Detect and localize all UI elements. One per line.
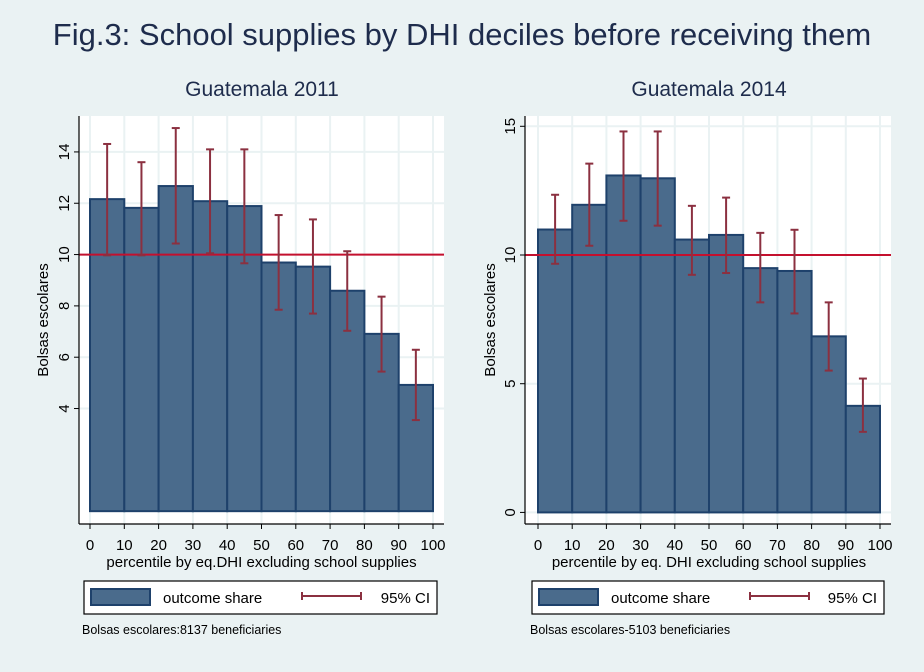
x-axis-label: percentile by eq. DHI excluding school s… [552,554,866,571]
y-tick-label: 8 [56,302,73,310]
panel-guatemala-2011: Guatemala 2011 0 10 20 30 40 50 60 70 80 90 100 4 6 8… [35,78,446,637]
bar [571,203,608,514]
ci-errorbar [687,204,696,276]
x-tick-label: 30 [632,537,649,554]
ci-errorbar [343,250,352,332]
x-tick-label: 50 [253,537,270,554]
y-tick-label: 0 [502,508,519,516]
ci-errorbar [756,231,765,304]
legend-ci-glyph [301,592,362,600]
bar [639,177,676,514]
legend-label-ci: 95% CI [381,590,430,607]
ci-errorbar [137,161,146,257]
ci-errorbar [377,295,386,373]
x-tick-label: 70 [322,537,339,554]
y-axis-label: Bolsas escolares [35,263,52,376]
ci-errorbar [619,130,628,222]
ci-errorbar [858,377,867,433]
x-tick-label: 80 [803,537,820,554]
y-axis-label: Bolsas escolares [482,263,499,376]
x-tick-label: 100 [867,537,892,554]
legend: outcome share 95% CI [83,580,438,615]
x-tick-label: 50 [701,537,718,554]
ci-errorbar [585,162,594,247]
bar [605,174,642,514]
note: Bolsas escolares-5103 beneficiaries [530,623,730,637]
ci-errorbar [551,193,560,265]
x-tick-label: 90 [390,537,407,554]
confidence-intervals [103,127,420,422]
y-tick-label: 14 [56,144,73,161]
legend: outcome share 95% CI [531,580,885,615]
axes: 0 10 20 30 40 50 60 70 80 90 100 4 6 8 10 12 14 [56,116,446,554]
x-tick-label: 20 [598,537,615,554]
y-tick-label: 10 [56,246,73,263]
x-tick-label: 0 [534,537,542,554]
ci-errorbar [103,142,112,257]
confidence-intervals [551,130,867,433]
x-tick-label: 40 [666,537,683,554]
x-tick-label: 40 [219,537,236,554]
bars [537,174,881,514]
ci-errorbar [274,214,283,311]
ci-errorbar [411,348,420,422]
figure-title: Fig.3: School supplies by DHI deciles be… [53,17,871,52]
ci-errorbar [824,301,833,372]
ci-errorbar [653,130,662,227]
x-tick-label: 100 [420,537,445,554]
x-tick-label: 0 [86,537,94,554]
bar [673,238,710,514]
x-tick-label: 60 [287,537,304,554]
legend-label-outcome-share: outcome share [611,590,710,607]
panel-title: Guatemala 2011 [185,78,339,101]
bar [708,233,745,514]
panel-title: Guatemala 2014 [631,78,787,101]
ci-errorbar [790,228,799,315]
x-tick-label: 10 [564,537,581,554]
x-axis-label: percentile by eq.DHI excluding school su… [106,554,416,571]
ci-errorbar [722,196,731,275]
x-tick-label: 70 [769,537,786,554]
x-tick-label: 20 [150,537,167,554]
legend-label-outcome-share: outcome share [163,590,262,607]
ci-errorbar [240,148,249,265]
y-tick-label: 4 [56,404,73,412]
ci-errorbar [171,127,180,245]
legend-ci-glyph [749,592,810,600]
x-tick-label: 90 [837,537,854,554]
x-tick-label: 10 [116,537,133,554]
bar [89,198,126,513]
y-tick-label: 15 [502,118,519,135]
x-tick-label: 80 [356,537,373,554]
ci-errorbar [308,218,317,315]
x-tick-label: 30 [185,537,202,554]
y-tick-label: 10 [502,247,519,264]
bar [537,228,574,514]
legend-swatch-outcome-share [90,588,151,606]
panel-guatemala-2014: Guatemala 2014 0 10 20 30 40 50 60 70 80 90 100 0 5 1… [482,78,893,637]
y-tick-label: 12 [56,195,73,212]
bar [742,267,779,514]
axes: 0 10 20 30 40 50 60 70 80 90 100 0 5 10 15 [502,116,893,554]
y-tick-label: 5 [502,380,519,388]
y-tick-label: 6 [56,353,73,361]
note: Bolsas escolares:8137 beneficiaries [82,623,281,637]
legend-swatch-outcome-share [538,588,599,606]
legend-label-ci: 95% CI [828,590,877,607]
x-tick-label: 60 [735,537,752,554]
ci-errorbar [206,148,215,255]
